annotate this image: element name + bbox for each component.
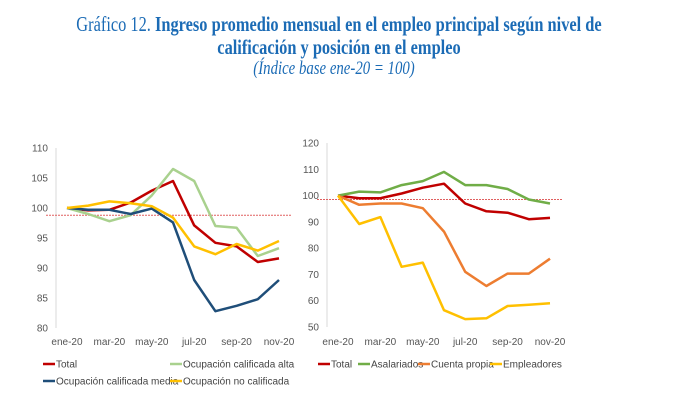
title-line-2: calificación y posición en el empleo [217, 35, 461, 59]
y-tick-label: 70 [308, 270, 320, 281]
x-tick-label: jul-20 [452, 337, 478, 348]
x-tick-label: nov-20 [535, 337, 566, 348]
legend-label: Ocupación no calificada [183, 377, 290, 388]
x-tick-label: mar-20 [365, 337, 397, 348]
y-tick-label: 80 [308, 244, 320, 255]
legend-label: Asalariados [371, 360, 423, 371]
x-tick-label: sep-20 [221, 337, 252, 348]
x-tick-label: sep-20 [492, 337, 523, 348]
series-line-ocupación-no-calificada [66, 200, 280, 256]
x-tick-label: mar-20 [94, 337, 126, 348]
chart-1: 80 85 90 95 100 105 110 ene-20 mar-20 may-20 jul-2… [31, 144, 294, 388]
series-line-ocupación-calificada-alta [66, 167, 280, 258]
series-line-cuenta-propia [337, 194, 551, 288]
y-tick-label: 90 [308, 217, 320, 228]
legend-label: Total [331, 360, 352, 371]
y-tick-label: 100 [31, 204, 48, 215]
x-tick-label: ene-20 [51, 337, 83, 348]
legend-label: Ocupación calificada alta [183, 360, 295, 371]
y-tick-label: 105 [31, 174, 48, 185]
y-tick-label: 110 [32, 144, 48, 155]
series-line-empleadores [336, 194, 551, 321]
legend-label: Ocupación calificada media [56, 377, 179, 388]
figure-title: Gráfico 12. Ingreso promedio mensual en … [0, 12, 678, 80]
x-tick-label: may-20 [406, 337, 440, 348]
legend-label: Total [56, 360, 77, 371]
y-tick-label: 120 [302, 139, 319, 150]
series-line-total [337, 182, 551, 221]
series-line-ocupación-calificada-media [66, 206, 280, 313]
y-tick-label: 60 [308, 296, 320, 307]
chart-2: 50 60 70 80 90 100 110 120 ene-20 mar-20 may-20 jul… [302, 139, 565, 371]
legend-label: Cuenta propia [431, 360, 494, 371]
title-text: Ingreso promedio mensual en el empleo pr… [155, 12, 602, 36]
y-tick-label: 110 [303, 165, 319, 176]
legend-label: Empleadores [503, 360, 562, 371]
x-tick-label: ene-20 [322, 337, 354, 348]
title-line-1: Gráfico 12. Ingreso promedio mensual en … [75, 12, 604, 36]
x-tick-label: may-20 [135, 337, 169, 348]
y-tick-label: 85 [37, 294, 49, 305]
x-tick-label: nov-20 [264, 337, 295, 348]
y-tick-label: 50 [308, 323, 320, 334]
series-line-asalariados [337, 170, 551, 205]
subtitle: (Índice base ene-20 = 100) [253, 58, 415, 79]
y-tick-label: 90 [37, 264, 49, 275]
figure-number: Gráfico 12. [76, 12, 151, 36]
y-tick-label: 80 [37, 324, 49, 335]
x-tick-label: jul-20 [181, 337, 207, 348]
y-tick-label: 95 [37, 234, 49, 245]
y-tick-label: 100 [302, 191, 319, 202]
